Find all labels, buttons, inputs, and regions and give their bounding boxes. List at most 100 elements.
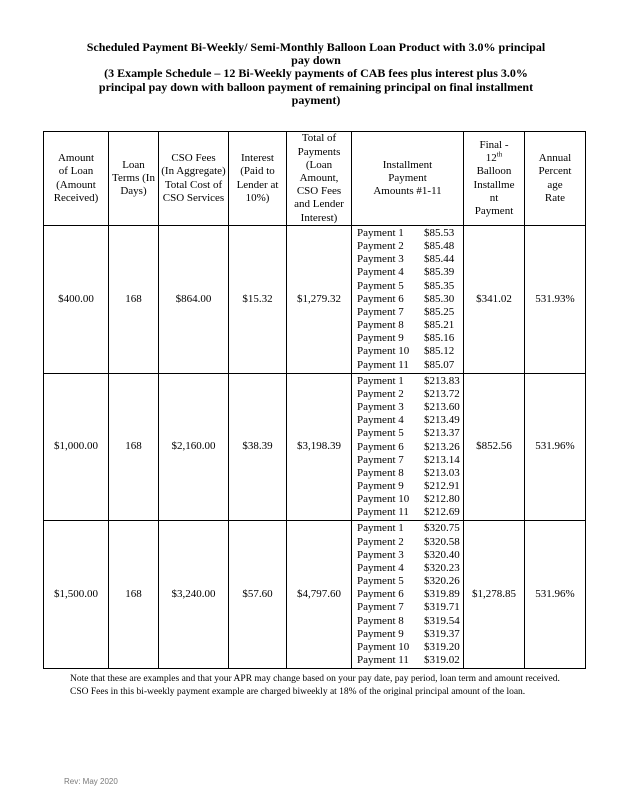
payment-amount: $319.02 <box>424 654 460 667</box>
cell-total-of-payments: $3,198.39 <box>286 372 352 522</box>
payment-label: Payment 3 <box>357 401 404 414</box>
payment-label: Payment 1 <box>357 522 404 535</box>
payment-label: Payment 8 <box>357 614 404 627</box>
revision-date: Rev: May 2020 <box>64 777 118 786</box>
payment-label: Payment 7 <box>357 453 404 466</box>
payment-line: Payment 2 $213.72 <box>357 388 463 401</box>
payment-line: Payment 11 $319.02 <box>357 654 463 667</box>
loan-row-1000: $1,000.00 168 $2,160.00 $38.39 $3,198.39… <box>43 372 586 522</box>
col-header-apr: Annual Percent age Rate <box>524 131 586 227</box>
payment-label: Payment 10 <box>357 345 410 358</box>
cell-cso-fees: $3,240.00 <box>158 520 229 670</box>
payment-amount: $85.30 <box>424 292 455 305</box>
payment-label: Payment 4 <box>357 561 404 574</box>
loan-row-400: $400.00 168 $864.00 $15.32 $1,279.32 Pay… <box>43 225 586 374</box>
cell-amount-of-loan: $1,500.00 <box>43 520 109 670</box>
cell-cso-fees: $864.00 <box>158 225 229 374</box>
payment-line: Payment 9 $85.16 <box>357 332 463 345</box>
cell-loan-terms: 168 <box>108 520 159 670</box>
col-header-final-balloon: Final - 12th Balloon Installme nt Paymen… <box>463 131 525 227</box>
cell-apr: 531.93% <box>524 225 586 374</box>
payment-amount: $85.07 <box>424 358 455 371</box>
col-header-loan-terms: Loan Terms (In Days) <box>108 131 159 227</box>
payment-amount: $213.72 <box>424 387 460 400</box>
payment-line: Payment 6 $85.30 <box>357 293 463 306</box>
payment-line: Payment 1 $320.75 <box>357 522 463 535</box>
payment-line: Payment 1 $85.53 <box>357 227 463 240</box>
payment-line: Payment 1 $213.83 <box>357 375 463 388</box>
payment-amount: $320.40 <box>424 548 460 561</box>
final-balloon-header-text-cont: Balloon Installme nt Payment <box>473 165 515 217</box>
cell-total-of-payments: $4,797.60 <box>286 520 352 670</box>
cell-apr: 531.96% <box>524 520 586 670</box>
payment-amount: $85.25 <box>424 305 455 318</box>
cell-interest: $57.60 <box>228 520 287 670</box>
payment-line: Payment 10 $212.80 <box>357 493 463 506</box>
table-header-row: Amount of Loan (Amount Received) Loan Te… <box>43 131 586 227</box>
payment-line: Payment 10 $85.12 <box>357 345 463 358</box>
payment-line: Payment 7 $85.25 <box>357 306 463 319</box>
payment-line: Payment 9 $212.91 <box>357 480 463 493</box>
cell-installment-payments: Payment 1 $320.75 Payment 2 $320.58 Payment … <box>351 520 464 670</box>
payment-amount: $320.26 <box>424 575 460 588</box>
payment-line: Payment 3 $320.40 <box>357 549 463 562</box>
payment-line: Payment 7 $319.71 <box>357 601 463 614</box>
payment-label: Payment 9 <box>357 332 404 345</box>
payment-amount: $85.35 <box>424 279 455 292</box>
payment-label: Payment 8 <box>357 466 404 479</box>
payment-label: Payment 3 <box>357 548 404 561</box>
cell-interest: $38.39 <box>228 372 287 522</box>
cell-interest: $15.32 <box>228 225 287 374</box>
payment-line: Payment 4 $320.23 <box>357 562 463 575</box>
payment-line: Payment 5 $85.35 <box>357 280 463 293</box>
col-header-total-of-payments: Total of Payments (Loan Amount, CSO Fees… <box>286 131 352 227</box>
payment-label: Payment 4 <box>357 414 404 427</box>
col-header-amount-of-loan: Amount of Loan (Amount Received) <box>43 131 109 227</box>
payment-amount: $319.89 <box>424 588 460 601</box>
cell-apr: 531.96% <box>524 372 586 522</box>
col-header-interest: Interest (Paid to Lender at 10%) <box>228 131 287 227</box>
payment-label: Payment 11 <box>357 358 409 371</box>
payment-label: Payment 6 <box>357 440 404 453</box>
payment-label: Payment 6 <box>357 588 404 601</box>
payment-label: Payment 9 <box>357 627 404 640</box>
payment-amount: $320.23 <box>424 561 460 574</box>
payment-label: Payment 7 <box>357 601 404 614</box>
payment-label: Payment 10 <box>357 640 410 653</box>
payment-amount: $319.37 <box>424 627 460 640</box>
payment-line: Payment 10 $319.20 <box>357 641 463 654</box>
document-title: Scheduled Payment Bi-Weekly/ Semi-Monthl… <box>86 40 546 107</box>
payment-label: Payment 7 <box>357 305 404 318</box>
cell-loan-terms: 168 <box>108 225 159 374</box>
payment-amount: $85.44 <box>424 253 455 266</box>
cell-final-balloon: $341.02 <box>463 225 525 374</box>
payment-line: Payment 5 $320.26 <box>357 575 463 588</box>
payment-amount: $213.83 <box>424 374 460 387</box>
payment-line: Payment 8 $319.54 <box>357 615 463 628</box>
payment-line: Payment 2 $320.58 <box>357 536 463 549</box>
payment-label: Payment 5 <box>357 279 404 292</box>
cell-installment-payments: Payment 1 $213.83 Payment 2 $213.72 Payment … <box>351 372 464 522</box>
payment-line: Payment 6 $319.89 <box>357 588 463 601</box>
payment-line: Payment 8 $85.21 <box>357 319 463 332</box>
payment-label: Payment 3 <box>357 253 404 266</box>
col-header-installment-payments: Installment Payment Amounts #1-11 <box>351 131 464 227</box>
payment-label: Payment 4 <box>357 266 404 279</box>
payment-label: Payment 2 <box>357 387 404 400</box>
loan-row-1500: $1,500.00 168 $3,240.00 $57.60 $4,797.60… <box>43 520 586 670</box>
payment-label: Payment 1 <box>357 227 404 240</box>
payment-line: Payment 3 $213.60 <box>357 401 463 414</box>
payment-amount: $320.58 <box>424 535 460 548</box>
payment-line: Payment 6 $213.26 <box>357 441 463 454</box>
payment-line: Payment 11 $85.07 <box>357 359 463 372</box>
payment-amount: $213.03 <box>424 466 460 479</box>
payment-amount: $320.75 <box>424 522 460 535</box>
payment-amount: $213.14 <box>424 453 460 466</box>
cell-amount-of-loan: $1,000.00 <box>43 372 109 522</box>
payment-label: Payment 1 <box>357 374 404 387</box>
payment-amount: $85.21 <box>424 319 455 332</box>
payment-line: Payment 11 $212.69 <box>357 506 463 519</box>
payment-label: Payment 11 <box>357 654 409 667</box>
payment-amount: $212.69 <box>424 506 460 519</box>
ordinal-superscript: th <box>496 150 503 159</box>
